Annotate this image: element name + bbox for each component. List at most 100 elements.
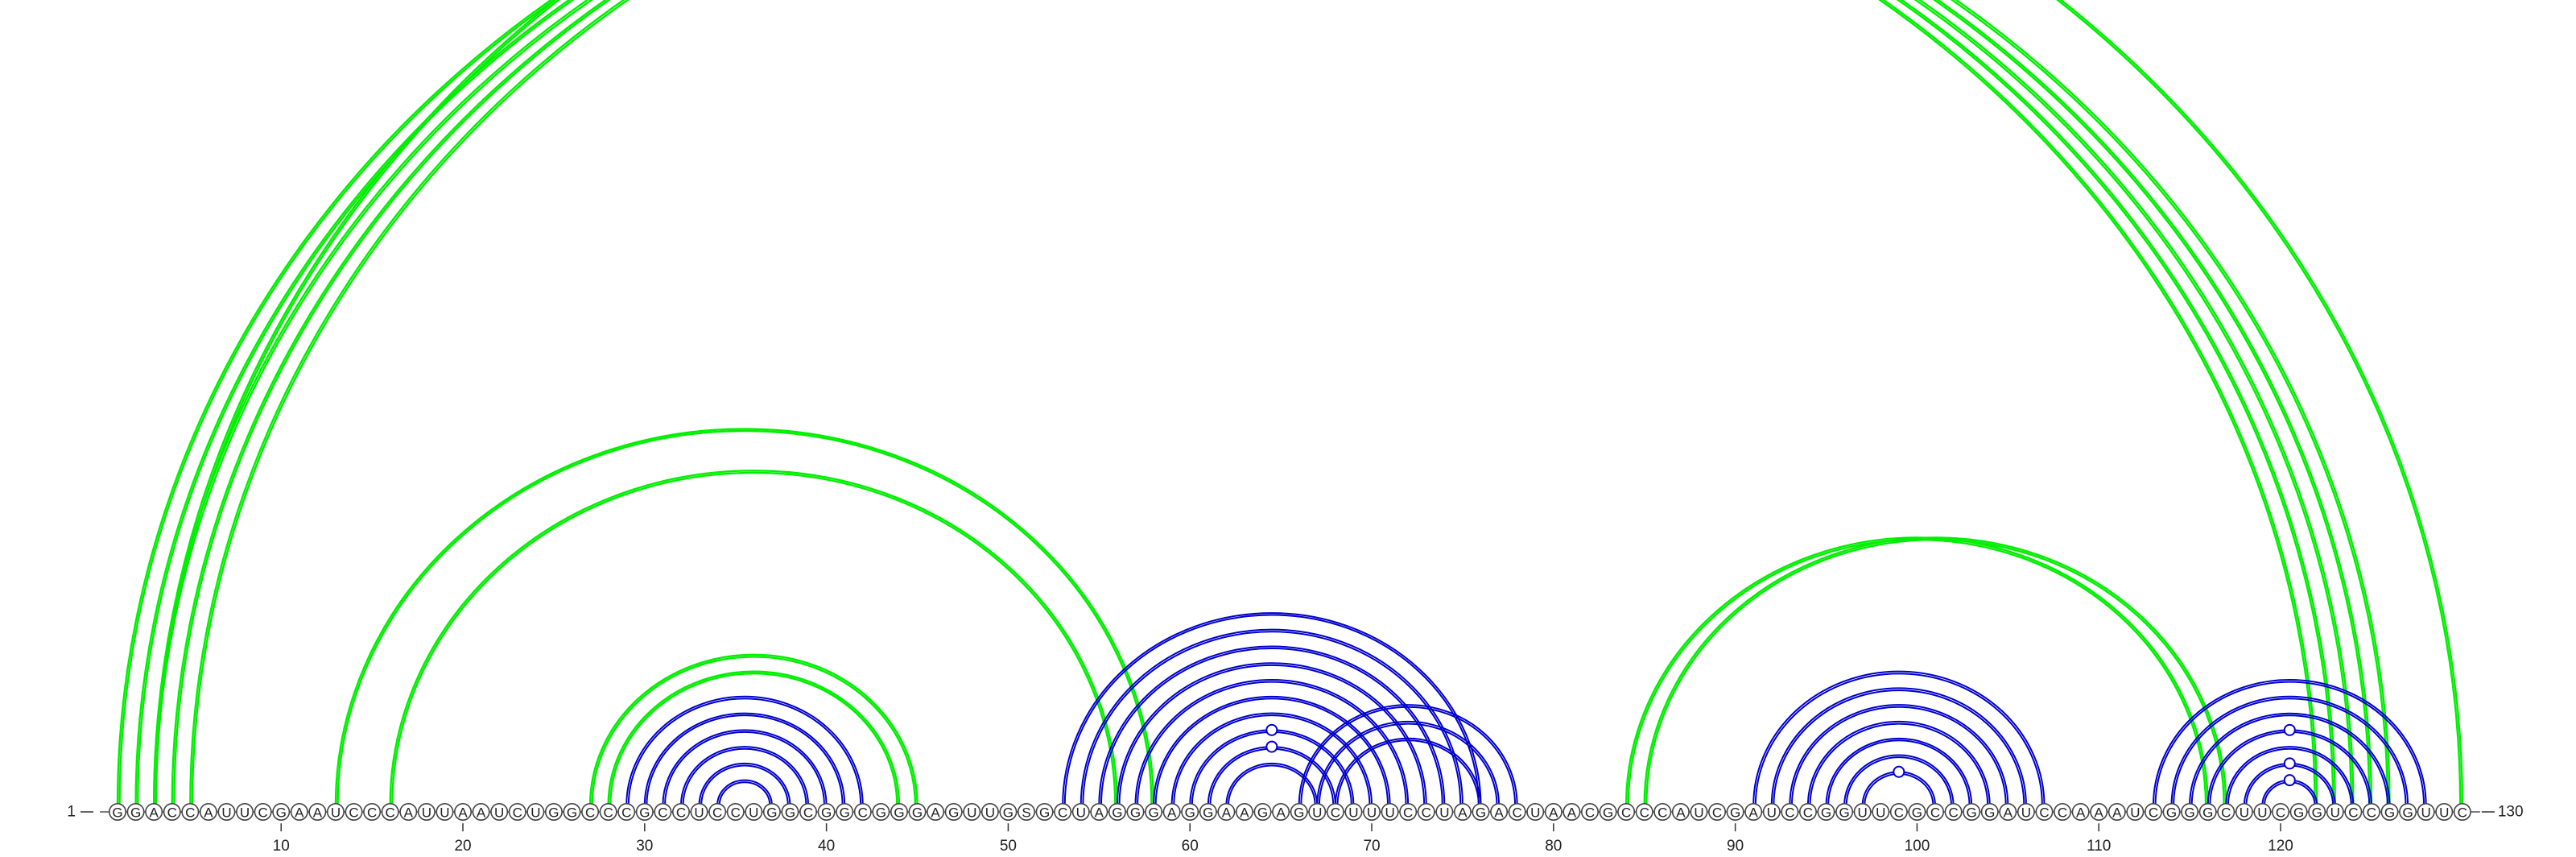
nucleotide: G [563,802,581,821]
arc-mid-left-helix-a-13-58-outer [334,428,1155,805]
nucleotide: C [2054,802,2072,821]
nucleotide-circle [1580,802,1599,821]
nucleotide-letter: C [2458,805,2467,821]
nucleotide-letter: C [1513,805,1522,821]
nucleotide: C [853,802,872,821]
nucleotide-circle [436,802,454,821]
nucleotide: C [1417,802,1435,821]
arc-right-blue-nest-91-107-inner [1754,673,2043,805]
nucleotide-circle [1435,802,1454,821]
nucleotide: C [1580,802,1599,821]
nucleotide: C [799,802,818,821]
arc-outer-long-single-3-130-outer [152,0,2464,805]
tick-label-70: 70 [1363,838,1380,855]
nucleotide-circle [308,802,327,821]
nucleotide: S [1018,802,1036,821]
nucleotide-letter: A [458,805,468,821]
nucleotide-circle [526,802,545,821]
nucleotide-letter: A [313,805,323,821]
arc-right-blue-nest-95-103-inner [1827,739,1971,805]
arc-left-inner-green-27-45-inner [591,656,917,805]
nucleotide-circle [326,802,345,821]
nucleotide-circle [2162,802,2181,821]
nucleotide-letter: G [567,805,577,821]
nucleotide-circle [1381,802,1399,821]
arc-far-right-blue-nest-117-124-inner [2227,747,2352,805]
nucleotide-circle [109,802,127,821]
nucleotide-circle [1018,802,1036,821]
nucleotide-circle [2380,802,2399,821]
nucleotide-circle [1272,802,1290,821]
nucleotide: U [963,802,981,821]
nucleotide-letter: U [694,805,704,821]
nucleotide-letter: G [130,805,141,821]
nucleotide-circle [1889,802,1908,821]
nucleotide: C [1798,802,1817,821]
nucleotide-letter: U [331,805,341,821]
nucleotide-letter: G [1839,805,1849,821]
nucleotide-circle [1399,802,1418,821]
nucleotide: C [508,802,526,821]
tick-label-80: 80 [1545,838,1562,855]
nucleotide-circle [145,802,163,821]
nucleotide-letter: G [276,805,287,821]
nucleotide: G [999,802,1018,821]
nucleotide-circle [2253,802,2272,821]
nucleotide: C [1054,802,1072,821]
arc-center-blue-right-66-78-inner [1300,706,1517,805]
nucleotide-circle [1054,802,1072,821]
arc-outer-long-helix-5-126-inner [191,0,2389,805]
nucleotide-letter: U [2439,805,2449,821]
nucleotide: G [1126,802,1145,821]
arc-apex-marker-60-69 [1265,723,1278,736]
nucleotide-letter: U [2421,805,2431,821]
arc-center-blue-right-66-78-outer [1298,704,1518,805]
nucleotide-circle [1671,802,1690,821]
nucleotide-letter: A [204,805,213,821]
nucleotide: A [1544,802,1563,821]
nucleotide-circle [2362,802,2380,821]
nucleotide: U [2326,802,2344,821]
nucleotide: C [599,802,617,821]
nucleotide: G [2308,802,2326,821]
arc-center-blue-right-68-76-inner [1336,739,1480,805]
nucleotide: G [1472,802,1490,821]
nucleotide-letter: U [422,805,431,821]
arc-right-green-helix-84-116-outer [1624,536,2209,805]
nucleotide: A [199,802,217,821]
nucleotide-letter: C [1930,805,1940,821]
arc-outer-long-single-3-130-inner [155,0,2462,805]
nucleotide-letter: C [1894,805,1904,821]
nucleotide: U [1435,802,1454,821]
nucleotide-letter: C [676,805,686,821]
arc-left-inner-blue-29-42-outer [625,695,864,805]
nucleotide-letter: A [931,805,940,821]
nucleotide: G [762,802,781,821]
nucleotide-letter: A [295,805,304,821]
nucleotide: G [544,802,563,821]
nucleotide: U [236,802,254,821]
nucleotide-letter: C [349,805,358,821]
nucleotide-circle [690,802,708,821]
nucleotide-letter: G [766,805,777,821]
nucleotide-letter: C [621,805,631,821]
nucleotide-circle [181,802,200,821]
nucleotide-circle [1290,802,1308,821]
nucleotide: A [1453,802,1472,821]
nucleotide: G [2198,802,2217,821]
nucleotide-letter: U [240,805,250,821]
nucleotide-circle [944,802,963,821]
nucleotide: G [2380,802,2399,821]
nucleotide: C [1635,802,1653,821]
nucleotide-letter: C [1657,805,1667,821]
nucleotide-circle [1526,802,1545,821]
nucleotide-letter: G [1476,805,1486,821]
arc-center-blue-right-68-76-outer [1334,737,1482,805]
nucleotide-circle [1253,802,1272,821]
nucleotide-circle [345,802,363,821]
nucleotide-circle [617,802,636,821]
nucleotide-letter: U [1367,805,1377,821]
nucleotide: U [2417,802,2435,821]
nucleotide: G [2289,802,2308,821]
